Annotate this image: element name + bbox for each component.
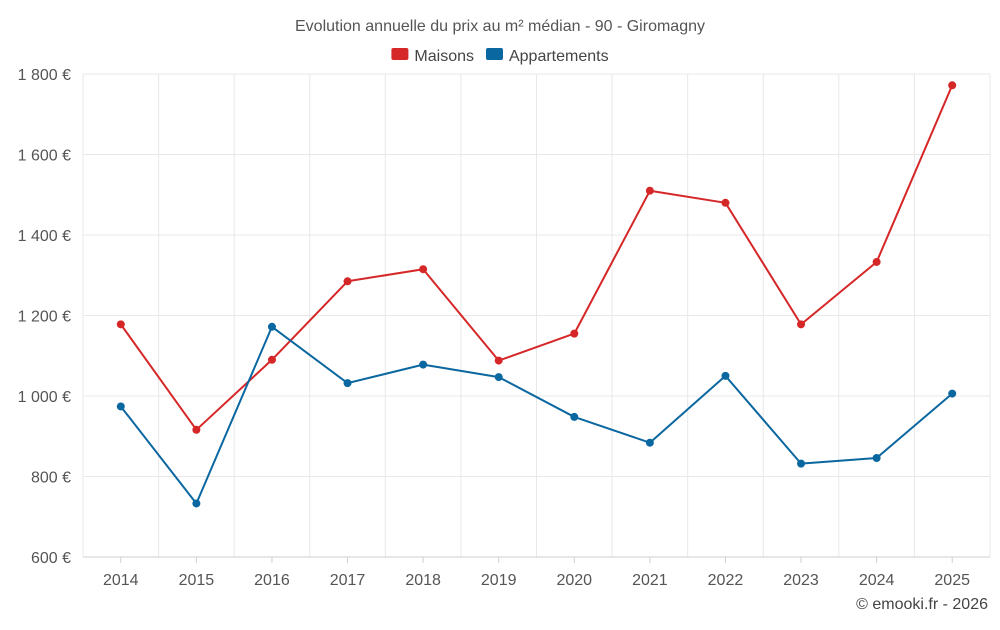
- series-layer: [116, 81, 957, 508]
- x-tick-label: 2021: [632, 572, 668, 589]
- x-tick-label: 2023: [783, 572, 819, 589]
- chart-title: Evolution annuelle du prix au m² médian …: [295, 18, 705, 35]
- x-tick-label: 2016: [254, 572, 290, 589]
- x-axis: 2014 2015 2016 2017 2018 2019 2020 2021 2022 2023…: [103, 557, 970, 589]
- data-point[interactable]: [721, 371, 730, 380]
- data-point[interactable]: [267, 322, 276, 331]
- grid: [82, 73, 991, 558]
- x-tick-label: 2022: [708, 572, 744, 589]
- data-point[interactable]: [116, 402, 125, 411]
- series-line: [119, 84, 954, 431]
- x-tick-label: 2014: [103, 572, 139, 589]
- legend-label: Appartements: [509, 48, 609, 65]
- data-point[interactable]: [645, 438, 654, 447]
- series-maisons[interactable]: [116, 81, 957, 434]
- legend-swatch: [485, 48, 503, 60]
- x-tick-label: 2017: [330, 572, 366, 589]
- data-point[interactable]: [343, 379, 352, 388]
- legend[interactable]: Maisons Appartements: [391, 48, 609, 65]
- data-point[interactable]: [419, 360, 428, 369]
- data-point[interactable]: [192, 425, 201, 434]
- data-point[interactable]: [570, 329, 579, 338]
- data-point[interactable]: [645, 186, 654, 195]
- legend-swatch: [391, 48, 409, 60]
- data-point[interactable]: [494, 356, 503, 365]
- data-point[interactable]: [948, 81, 957, 90]
- data-point[interactable]: [721, 198, 730, 207]
- data-point[interactable]: [267, 355, 276, 364]
- legend-item-appartements[interactable]: Appartements: [485, 48, 609, 65]
- y-axis: 600 € 800 € 1 000 € 1 200 € 1 400 € 1 600 € 1 …: [18, 67, 71, 567]
- credit-text: © emooki.fr - 2026: [856, 596, 988, 613]
- data-point[interactable]: [192, 499, 201, 508]
- data-point[interactable]: [570, 412, 579, 421]
- y-tick-label: 600 €: [31, 550, 71, 567]
- x-tick-label: 2020: [556, 572, 592, 589]
- data-point[interactable]: [872, 257, 881, 266]
- y-tick-label: 1 800 €: [18, 67, 71, 84]
- y-tick-label: 1 200 €: [18, 309, 71, 326]
- series-line: [120, 325, 953, 505]
- x-tick-label: 2015: [179, 572, 215, 589]
- x-tick-label: 2019: [481, 572, 517, 589]
- x-tick-label: 2018: [405, 572, 441, 589]
- x-tick-label: 2025: [934, 572, 970, 589]
- data-point[interactable]: [116, 320, 125, 329]
- y-tick-label: 1 000 €: [18, 389, 71, 406]
- data-point[interactable]: [494, 373, 503, 382]
- series-appartements[interactable]: [116, 322, 957, 508]
- y-tick-label: 1 400 €: [18, 228, 71, 245]
- legend-label: Maisons: [414, 48, 474, 65]
- data-point[interactable]: [797, 320, 806, 329]
- y-tick-label: 1 600 €: [18, 148, 71, 165]
- data-point[interactable]: [343, 277, 352, 286]
- y-tick-label: 800 €: [31, 470, 71, 487]
- data-point[interactable]: [872, 453, 881, 462]
- data-point[interactable]: [797, 459, 806, 468]
- data-point[interactable]: [419, 265, 428, 274]
- legend-item-maisons[interactable]: Maisons: [391, 48, 474, 65]
- x-tick-label: 2024: [859, 572, 895, 589]
- data-point[interactable]: [948, 389, 957, 398]
